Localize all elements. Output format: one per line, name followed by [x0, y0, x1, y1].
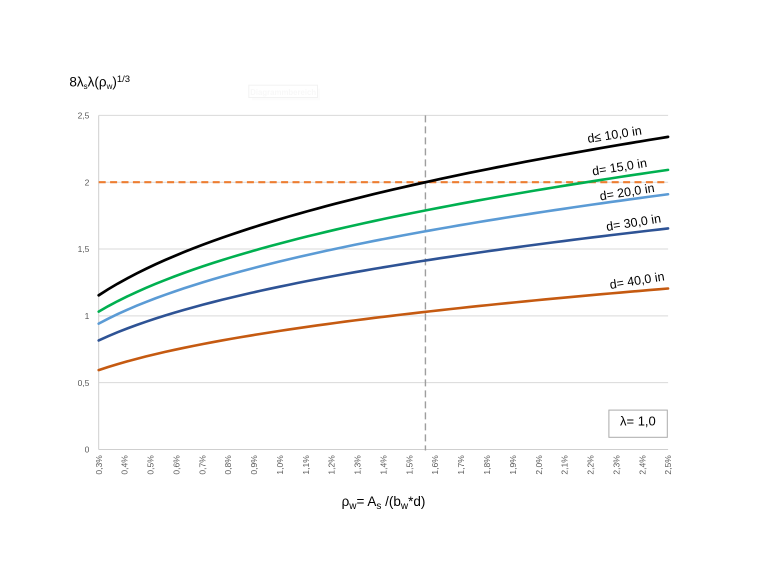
svg-text:2,2%: 2,2% — [586, 455, 596, 475]
svg-text:2,4%: 2,4% — [637, 455, 647, 475]
svg-text:1,0%: 1,0% — [275, 455, 285, 475]
svg-text:2: 2 — [85, 177, 90, 187]
svg-text:1,6%: 1,6% — [430, 455, 440, 475]
svg-text:1,1%: 1,1% — [301, 455, 311, 475]
svg-text:2,5%: 2,5% — [663, 455, 673, 475]
svg-text:0,6%: 0,6% — [171, 455, 181, 475]
svg-text:1,8%: 1,8% — [482, 455, 492, 475]
svg-text:1,2%: 1,2% — [327, 455, 337, 475]
svg-text:1,5%: 1,5% — [404, 455, 414, 475]
svg-text:0,9%: 0,9% — [249, 455, 259, 475]
svg-text:0,8%: 0,8% — [223, 455, 233, 475]
svg-text:0,7%: 0,7% — [197, 455, 207, 475]
svg-text:1,7%: 1,7% — [456, 455, 466, 475]
svg-text:1,4%: 1,4% — [378, 455, 388, 475]
svg-text:1,9%: 1,9% — [508, 455, 518, 475]
svg-text:2,0%: 2,0% — [534, 455, 544, 475]
svg-text:2,3%: 2,3% — [611, 455, 621, 475]
svg-text:1,5: 1,5 — [78, 244, 90, 254]
svg-text:0,5: 0,5 — [78, 378, 90, 388]
svg-text:0,4%: 0,4% — [120, 455, 130, 475]
svg-text:Diagrammbereich: Diagrammbereich — [250, 88, 316, 97]
svg-text:λ= 1,0: λ= 1,0 — [620, 414, 656, 429]
svg-text:2,5: 2,5 — [78, 111, 90, 121]
svg-text:0,5%: 0,5% — [146, 455, 156, 475]
svg-text:0: 0 — [85, 445, 90, 455]
svg-text:1,3%: 1,3% — [353, 455, 363, 475]
svg-text:1: 1 — [85, 311, 90, 321]
svg-text:2,1%: 2,1% — [560, 455, 570, 475]
svg-text:0,3%: 0,3% — [94, 455, 104, 475]
